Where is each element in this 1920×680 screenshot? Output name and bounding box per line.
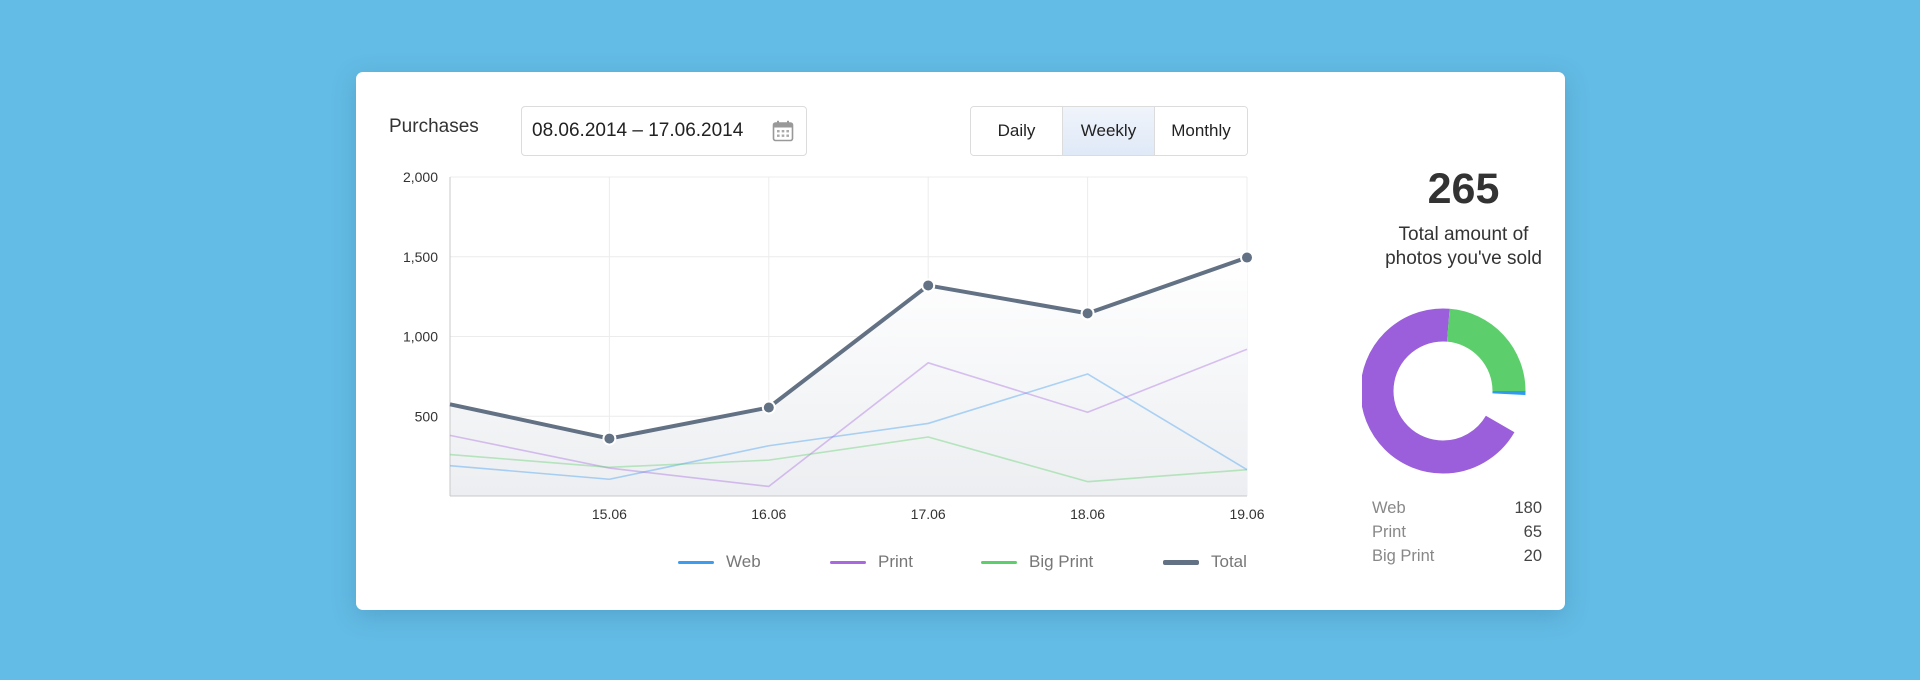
purchases-card: 500 1,000 1,500 2,000 15.06 16.06 17.06 18.06 19… [356, 72, 1565, 610]
total-point [761, 400, 776, 415]
series-line-total [449, 255, 1248, 441]
x-tick-label: 19.06 [1229, 506, 1264, 522]
series-line-print [449, 348, 1248, 488]
legend-label-big-print: Big Print [1029, 552, 1094, 571]
legend-label-web: Web [726, 552, 761, 571]
total-point [921, 278, 936, 293]
legend-label-print: Print [878, 552, 913, 571]
y-tick-label: 1,000 [403, 329, 438, 345]
total-desc-line-1: Total amount of [1398, 224, 1529, 245]
sales-donut-chart [1362, 308, 1526, 474]
total-sold-description: Total amount of photos you've sold [1362, 223, 1565, 271]
breakdown-label-print: Print [1372, 523, 1406, 541]
sales-breakdown: Web 180 Print 65 Big Print 20 [1372, 496, 1542, 568]
breakdown-value-big-print: 20 [1523, 547, 1542, 565]
y-tick-label: 1,500 [403, 249, 438, 265]
total-desc-line-2: photos you've sold [1385, 248, 1542, 269]
chart-title: Purchases [389, 116, 479, 137]
breakdown-row-web: Web 180 [1372, 496, 1542, 520]
total-point [1240, 250, 1254, 265]
donut-slice-big-print [1362, 308, 1526, 474]
date-range-picker[interactable]: 08.06.2014 – 17.06.2014 [521, 106, 807, 156]
breakdown-label-big-print: Big Print [1372, 547, 1435, 565]
breakdown-row-big-print: Big Print 20 [1372, 544, 1542, 568]
legend-item-big-print[interactable]: Big Print [981, 552, 1093, 572]
series-line-web [449, 373, 1248, 481]
y-tick-label: 2,000 [403, 169, 438, 185]
legend-item-total[interactable]: Total [1163, 552, 1247, 572]
legend-swatch-print [830, 560, 866, 564]
breakdown-value-web: 180 [1514, 499, 1542, 517]
legend-swatch-big-print [981, 560, 1017, 564]
legend-item-web[interactable]: Web [678, 552, 761, 572]
x-tick-label: 17.06 [911, 506, 946, 522]
x-tick-label: 16.06 [751, 506, 786, 522]
series-line-big-print [449, 436, 1248, 483]
y-tick-label: 500 [415, 408, 439, 424]
period-toggle: Daily Weekly Monthly [970, 106, 1248, 156]
total-point [1080, 306, 1095, 321]
breakdown-row-print: Print 65 [1372, 520, 1542, 544]
calendar-icon[interactable] [772, 120, 794, 142]
purchases-line-chart: 500 1,000 1,500 2,000 15.06 16.06 17.06 18.06 19… [403, 169, 1265, 522]
breakdown-label-web: Web [1372, 499, 1406, 517]
total-sold-count: 265 [1427, 165, 1500, 213]
sales-summary-panel: 265 Total amount of photos you've sold W… [1362, 72, 1565, 610]
date-range-value: 08.06.2014 – 17.06.2014 [532, 120, 744, 141]
total-area [450, 257, 1247, 496]
donut-slice-web [1362, 308, 1526, 474]
breakdown-value-print: 65 [1523, 523, 1542, 541]
tab-daily[interactable]: Daily [971, 107, 1063, 155]
legend-swatch-total [1163, 559, 1199, 565]
x-tick-label: 15.06 [592, 506, 627, 522]
legend-item-print[interactable]: Print [830, 552, 913, 572]
x-tick-label: 18.06 [1070, 506, 1105, 522]
legend-label-total: Total [1211, 552, 1247, 571]
legend-swatch-web [678, 560, 714, 564]
tab-monthly[interactable]: Monthly [1155, 107, 1247, 155]
tab-weekly[interactable]: Weekly [1063, 107, 1155, 155]
total-point [602, 431, 617, 446]
